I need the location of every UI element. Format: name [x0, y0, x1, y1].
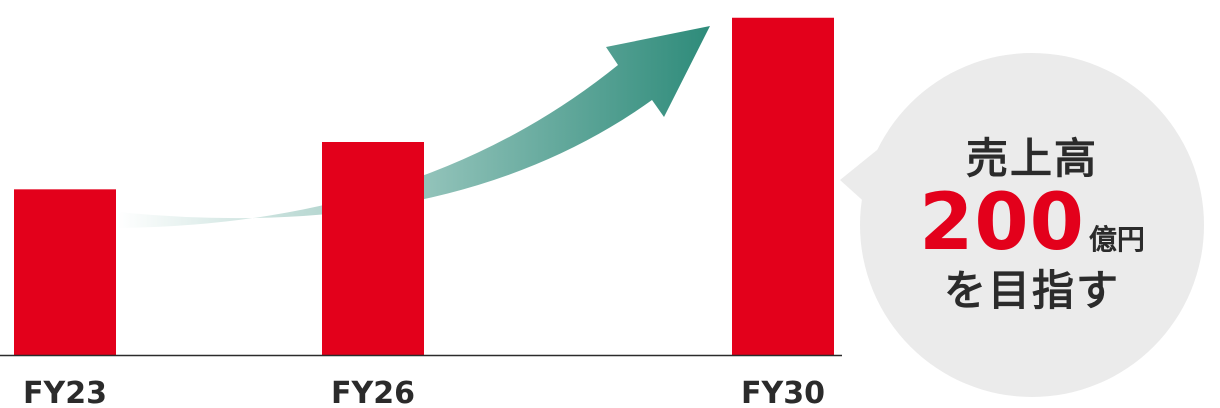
x-tick-label-fy23: FY23: [23, 376, 107, 408]
callout-line3: を目指す: [943, 266, 1120, 315]
callout-unit: 億円: [1088, 223, 1145, 256]
bar-fy26: [322, 142, 424, 355]
x-tick-label-fy26: FY26: [331, 376, 415, 408]
x-tick-label-fy30: FY30: [741, 376, 825, 408]
callout-bubble: [840, 53, 1204, 397]
callout-amount-line: 200 億円: [919, 184, 1145, 262]
bar-fy23: [14, 189, 116, 355]
callout-amount: 200: [919, 178, 1085, 268]
bar-group: [14, 17, 834, 355]
callout-line1: 売上高: [965, 133, 1098, 183]
callout: 売上高 200 億円 を目指す: [860, 82, 1204, 368]
bar-fy30: [732, 17, 834, 355]
x-tick-labels: FY23 FY26 FY30: [23, 376, 825, 408]
